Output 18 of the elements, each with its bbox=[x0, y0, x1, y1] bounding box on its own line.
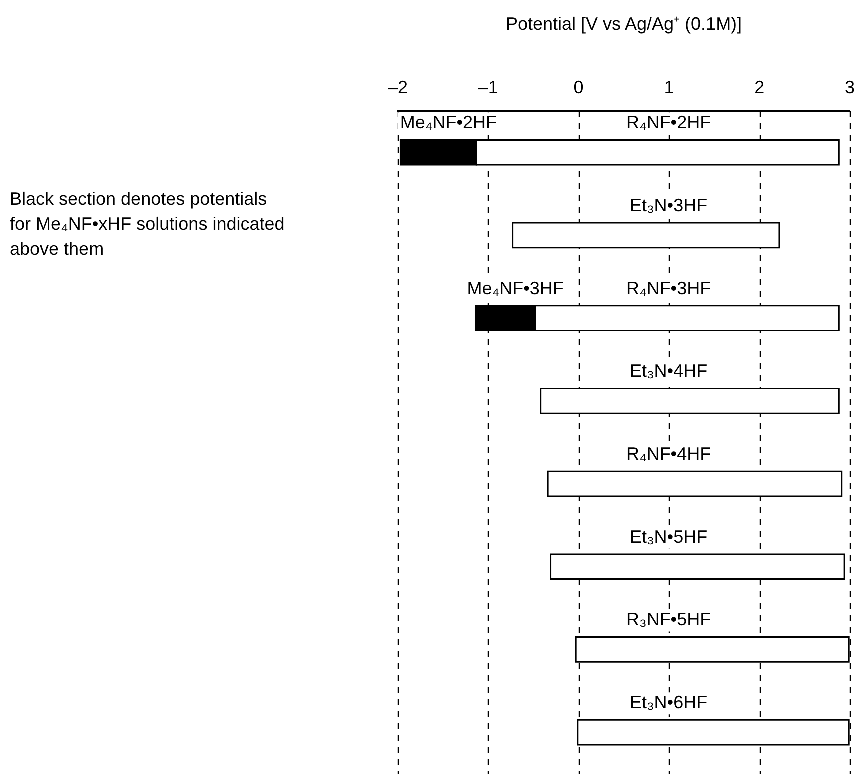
y-tick-label: R₄NF•3HF bbox=[626, 278, 712, 298]
series-label: Me₄NF•3HF bbox=[467, 278, 564, 298]
x-tick-label: 2 bbox=[754, 77, 765, 98]
series-label: Me₄NF•2HF bbox=[400, 112, 498, 133]
x-tick-label: –2 bbox=[388, 77, 408, 98]
x-axis-title: Potential [V vs Ag/Ag⁺ (0.1M)] bbox=[506, 14, 742, 34]
x-tick-label: –1 bbox=[478, 77, 498, 98]
x-tick-label: 0 bbox=[574, 77, 584, 98]
y-tick-label: R₄NF•4HF bbox=[626, 444, 712, 464]
y-tick-label: R₃NF•5HF bbox=[626, 610, 712, 630]
y-tick-label: Et₃N•5HF bbox=[630, 526, 708, 547]
y-tick-label: Et₃N•4HF bbox=[630, 361, 708, 382]
y-tick-label: R₄NF•2HF bbox=[626, 112, 712, 133]
text: Black section denotes potentials for Me₄NF•xHF solutions indicated above them bbox=[10, 188, 286, 261]
y-tick-label: Et₃N•6HF bbox=[630, 692, 708, 713]
y-tick-label: Et₃N•3HF bbox=[630, 195, 708, 216]
x-tick-label: 3 bbox=[844, 77, 855, 98]
x-tick-label: 1 bbox=[664, 77, 674, 98]
